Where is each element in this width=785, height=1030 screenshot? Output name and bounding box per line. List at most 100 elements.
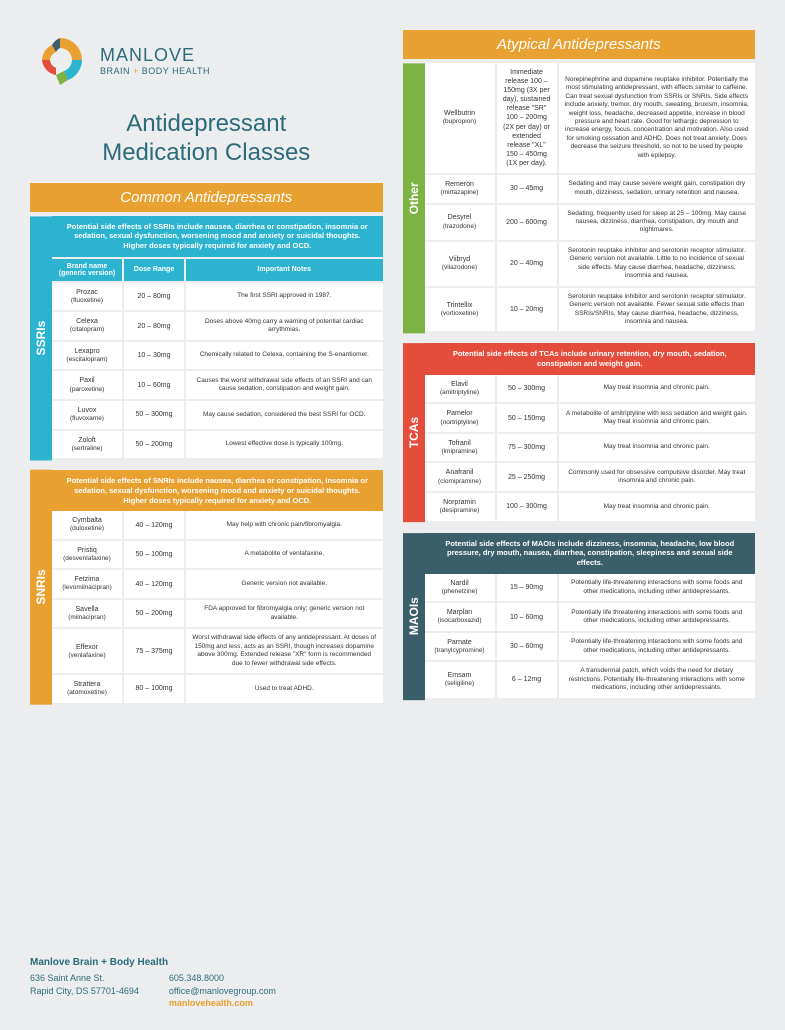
med-dose: 75 – 375mg bbox=[124, 629, 184, 673]
med-name: Elavil(amitriptyline) bbox=[425, 375, 495, 403]
med-notes: Serotonin reuptake inhibitor and seroton… bbox=[559, 242, 756, 286]
med-dose: 30 – 60mg bbox=[497, 633, 557, 661]
med-name: Emsam(seligiline) bbox=[425, 662, 495, 697]
med-notes: Potentially life-threatening interaction… bbox=[559, 633, 756, 661]
med-name: Strattera(atomoxetine) bbox=[52, 675, 122, 703]
left-column: MANLOVE BRAIN + BODY HEALTH Antidepressa… bbox=[30, 30, 383, 1010]
med-name: Savella(milnacipran) bbox=[52, 600, 122, 628]
med-notes: Used to treat ADHD. bbox=[186, 675, 383, 703]
maoi-side-effects: Potential side effects of MAOIs include … bbox=[425, 533, 756, 574]
med-name: Prozac(fluoxetine) bbox=[52, 283, 122, 311]
med-dose: 50 – 150mg bbox=[497, 404, 557, 432]
med-dose: 25 – 250mg bbox=[497, 463, 557, 491]
med-notes: May help with chronic pain/fibromyalgia. bbox=[186, 511, 383, 539]
med-row: Desyrel(trazodone)200 – 600mgSedating, f… bbox=[425, 205, 756, 240]
med-row: Wellbutrin(bupropion)Immediate release 1… bbox=[425, 63, 756, 173]
med-dose: 50 – 100mg bbox=[124, 541, 184, 569]
med-row: Remeron(mirtazapine)30 – 45mgSedating an… bbox=[425, 175, 756, 203]
med-notes: Norepinephrine and dopamine reuptake inh… bbox=[559, 63, 756, 173]
med-notes: Worst withdrawal side effects of any ant… bbox=[186, 629, 383, 673]
ssri-content: Potential side effects of SSRIs include … bbox=[52, 216, 383, 460]
ssri-tab: SSRIs bbox=[30, 216, 52, 460]
med-name: Luvox(fluvoxame) bbox=[52, 401, 122, 429]
med-row: Norpramin(desipramine)100 – 300mgMay tre… bbox=[425, 493, 756, 521]
med-name: Wellbutrin(bupropion) bbox=[425, 63, 495, 173]
med-dose: 80 – 100mg bbox=[124, 675, 184, 703]
snri-content: Potential side effects of SNRIs include … bbox=[52, 470, 383, 705]
ssri-side-effects: Potential side effects of SSRIs include … bbox=[52, 216, 383, 257]
med-notes: Sedating, frequently used for sleep at 2… bbox=[559, 205, 756, 240]
med-row: Nardil(phenelzine)15 – 90mgPotentially l… bbox=[425, 574, 756, 602]
footer-contact: 605.348.8000 office@manlovegroup.com man… bbox=[169, 972, 276, 1010]
med-name: Anafranil(clomipramine) bbox=[425, 463, 495, 491]
footer-email: office@manlovegroup.com bbox=[169, 985, 276, 998]
med-row: Trintellix(vortioxetine)10 – 20mgSeroton… bbox=[425, 288, 756, 332]
med-notes: FDA approved for fibromyalgia only; gene… bbox=[186, 600, 383, 628]
med-notes: The first SSRI approved in 1987. bbox=[186, 283, 383, 311]
snri-rows: Cymbalta(duloxetine)40 – 120mgMay help w… bbox=[52, 511, 383, 702]
med-name: Norpramin(desipramine) bbox=[425, 493, 495, 521]
snri-block: SNRIs Potential side effects of SNRIs in… bbox=[30, 470, 383, 705]
med-dose: 10 – 20mg bbox=[497, 288, 557, 332]
med-dose: Immediate release 100 – 150mg (3X per da… bbox=[497, 63, 557, 173]
logo-icon bbox=[30, 30, 90, 90]
med-row: Fetzima(levomilnacipran)40 – 120mgGeneri… bbox=[52, 570, 383, 598]
med-notes: A transdermal patch, which voids the nee… bbox=[559, 662, 756, 697]
tca-rows: Elavil(amitriptyline)50 – 300mg May treat… bbox=[425, 375, 756, 521]
med-name: Trintellix(vortioxetine) bbox=[425, 288, 495, 332]
med-name: Celexa(citalopram) bbox=[52, 312, 122, 340]
right-column: Atypical Antidepressants Other Wellbutri… bbox=[403, 30, 756, 1010]
med-row: Zoloft(sertraline)50 – 200mgLowest effec… bbox=[52, 431, 383, 459]
col-header-dose: Dose Range bbox=[124, 259, 184, 281]
med-dose: 200 – 600mg bbox=[497, 205, 557, 240]
footer-address: 636 Saint Anne St. Rapid City, DS 57701-… bbox=[30, 972, 139, 1010]
med-dose: 10 – 30mg bbox=[124, 342, 184, 370]
med-dose: 50 – 200mg bbox=[124, 431, 184, 459]
med-name: Paxil(paroxetine) bbox=[52, 371, 122, 399]
med-notes: Doses above 40mg carry a warning of pote… bbox=[186, 312, 383, 340]
footer-phone: 605.348.8000 bbox=[169, 972, 276, 985]
med-name: Zoloft(sertraline) bbox=[52, 431, 122, 459]
med-dose: 40 – 120mg bbox=[124, 570, 184, 598]
med-row: Parnate(tranylcypromine)30 – 60mgPotenti… bbox=[425, 633, 756, 661]
med-dose: 15 – 90mg bbox=[497, 574, 557, 602]
med-notes: May treat insomnia and chronic pain. bbox=[559, 493, 756, 521]
footer: Manlove Brain + Body Health 636 Saint An… bbox=[30, 957, 383, 1010]
med-notes: Chemically related to Celexa, containing… bbox=[186, 342, 383, 370]
med-row: Anafranil(clomipramine)25 – 250mgCommonl… bbox=[425, 463, 756, 491]
ssri-block: SSRIs Potential side effects of SSRIs in… bbox=[30, 216, 383, 460]
med-row: Celexa(citalopram)20 – 80mgDoses above 4… bbox=[52, 312, 383, 340]
med-name: Lexapro(escitalopram) bbox=[52, 342, 122, 370]
med-row: Savella(milnacipran)50 – 200mgFDA approv… bbox=[52, 600, 383, 628]
med-notes: A metabolite of venlafaxine. bbox=[186, 541, 383, 569]
maoi-block: MAOIs Potential side effects of MAOIs in… bbox=[403, 533, 756, 700]
med-name: Desyrel(trazodone) bbox=[425, 205, 495, 240]
footer-site: manlovehealth.com bbox=[169, 997, 276, 1010]
med-row: Pristiq(desvenlafaxine)50 – 100mgA metab… bbox=[52, 541, 383, 569]
med-name: Effexor(venlafaxine) bbox=[52, 629, 122, 673]
med-dose: 20 – 40mg bbox=[497, 242, 557, 286]
footer-cols: 636 Saint Anne St. Rapid City, DS 57701-… bbox=[30, 972, 383, 1010]
med-name: Marplan(isocarboxazid) bbox=[425, 603, 495, 631]
logo-sub: BRAIN + BODY HEALTH bbox=[100, 66, 210, 76]
tca-block: TCAs Potential side effects of TCAs incl… bbox=[403, 343, 756, 522]
med-row: Viibryd(vilazodone)20 – 40mgSerotonin re… bbox=[425, 242, 756, 286]
med-row: Paxil(paroxetine)10 – 60mgCauses the wor… bbox=[52, 371, 383, 399]
med-name: Pristiq(desvenlafaxine) bbox=[52, 541, 122, 569]
med-row: Tofranil(imipramine)75 – 300mgMay treat … bbox=[425, 434, 756, 462]
col-header-name: Brand name (generic version) bbox=[52, 259, 122, 281]
med-row: Effexor(venlafaxine)75 – 375mgWorst with… bbox=[52, 629, 383, 673]
med-dose: 50 – 300mg bbox=[124, 401, 184, 429]
med-dose: 10 – 60mg bbox=[497, 603, 557, 631]
med-dose: 6 – 12mg bbox=[497, 662, 557, 697]
common-header: Common Antidepressants bbox=[30, 183, 383, 212]
med-notes: Serotonin reuptake inhibitor and seroton… bbox=[559, 288, 756, 332]
med-row: Pamelor(nortriptyline)50 – 150mgA metabo… bbox=[425, 404, 756, 432]
med-name: Tofranil(imipramine) bbox=[425, 434, 495, 462]
med-dose: 20 – 80mg bbox=[124, 312, 184, 340]
tca-tab: TCAs bbox=[403, 343, 425, 522]
med-dose: 50 – 200mg bbox=[124, 600, 184, 628]
ssri-rows: Prozac(fluoxetine)20 – 80mgThe first SSR… bbox=[52, 283, 383, 458]
med-row: Cymbalta(duloxetine)40 – 120mgMay help w… bbox=[52, 511, 383, 539]
med-dose: 50 – 300mg bbox=[497, 375, 557, 403]
